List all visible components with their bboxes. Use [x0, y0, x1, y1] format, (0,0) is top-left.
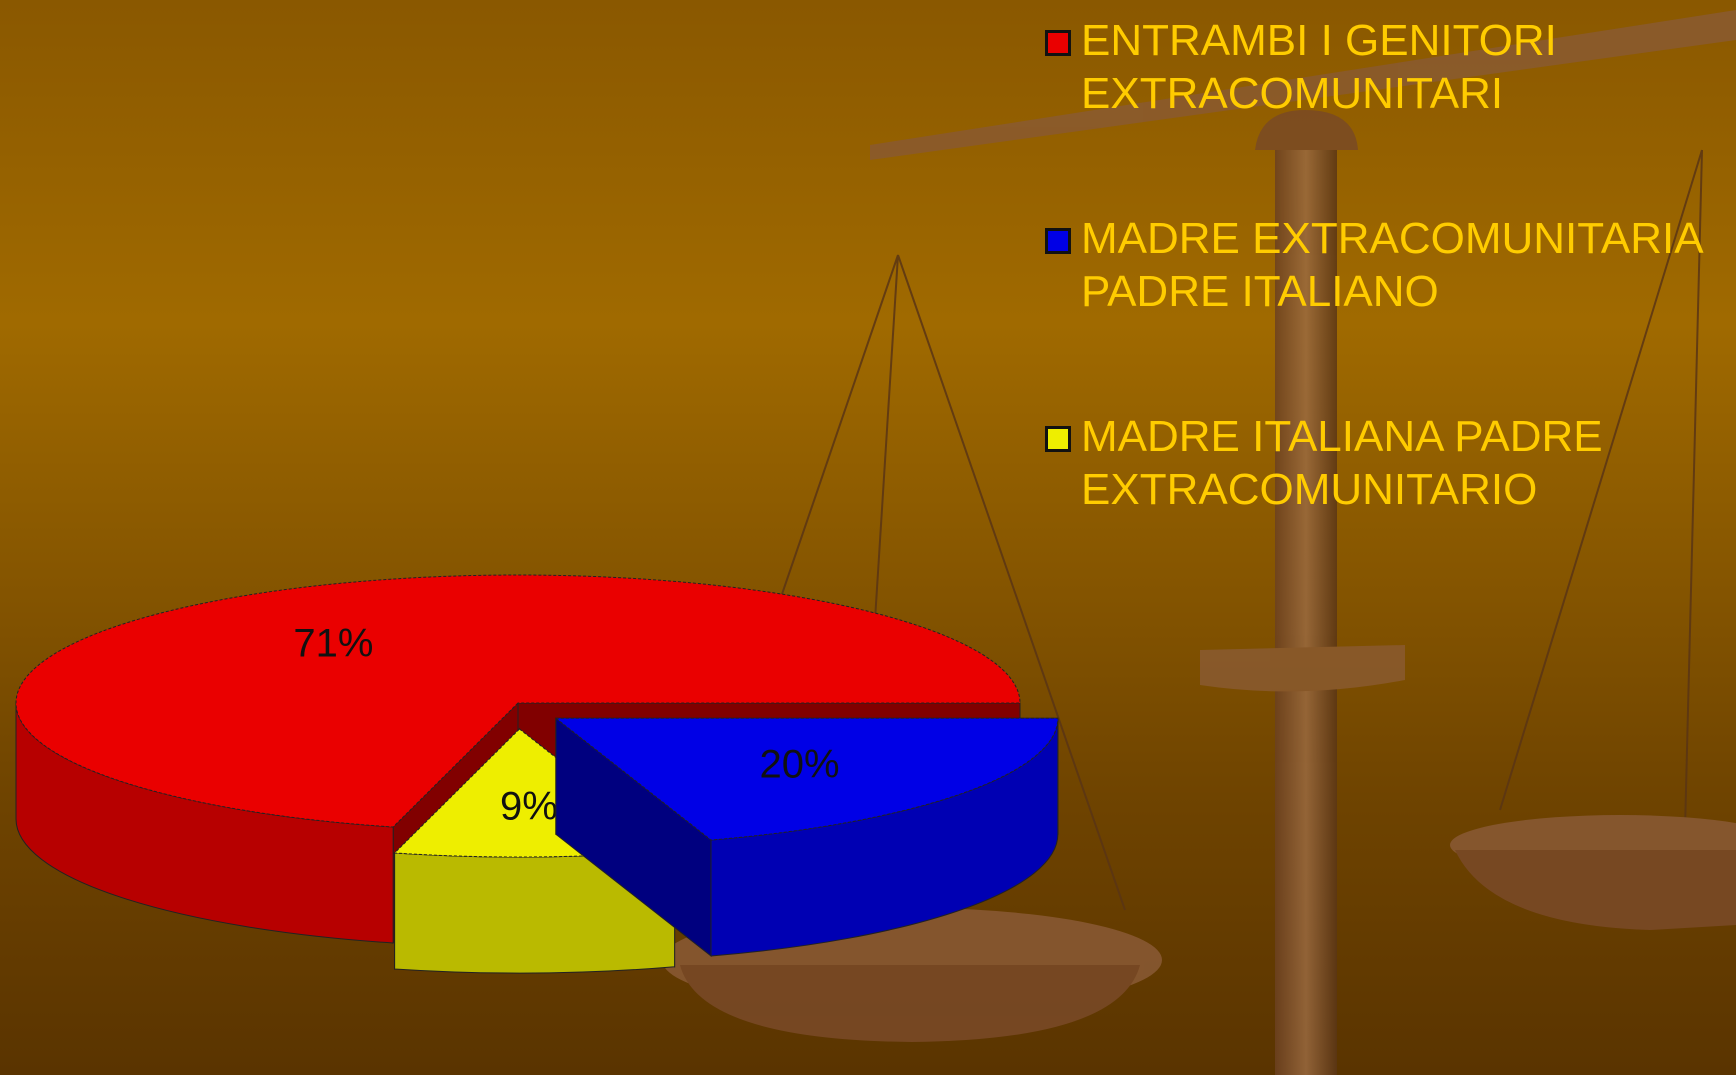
- legend-item: MADRE ITALIANA PADRE EXTRACOMUNITARIO: [1045, 410, 1735, 516]
- legend: ENTRAMBI I GENITORI EXTRACOMUNITARI MADRE…: [1045, 14, 1735, 608]
- legend-swatch: [1045, 228, 1071, 254]
- page: {"chart_data": {"type": "pie", "categori…: [0, 0, 1736, 1075]
- legend-swatch: [1045, 426, 1071, 452]
- scale-pan-bottom: [680, 965, 1140, 1042]
- legend-item: ENTRAMBI I GENITORI EXTRACOMUNITARI: [1045, 14, 1735, 120]
- legend-label: MADRE ITALIANA PADRE EXTRACOMUNITARIO: [1081, 412, 1603, 514]
- legend-item: MADRE EXTRACOMUNITARIA PADRE ITALIANO: [1045, 212, 1735, 318]
- scale-base: [1200, 645, 1405, 691]
- legend-swatch: [1045, 30, 1071, 56]
- legend-label: MADRE EXTRACOMUNITARIA PADRE ITALIANO: [1081, 214, 1701, 316]
- scale-pan-bottom: [1455, 850, 1736, 930]
- legend-label: ENTRAMBI I GENITORI EXTRACOMUNITARI: [1081, 16, 1557, 118]
- data-label: 20%: [760, 742, 840, 786]
- data-label: 9%: [500, 785, 558, 829]
- data-label: 71%: [293, 621, 373, 665]
